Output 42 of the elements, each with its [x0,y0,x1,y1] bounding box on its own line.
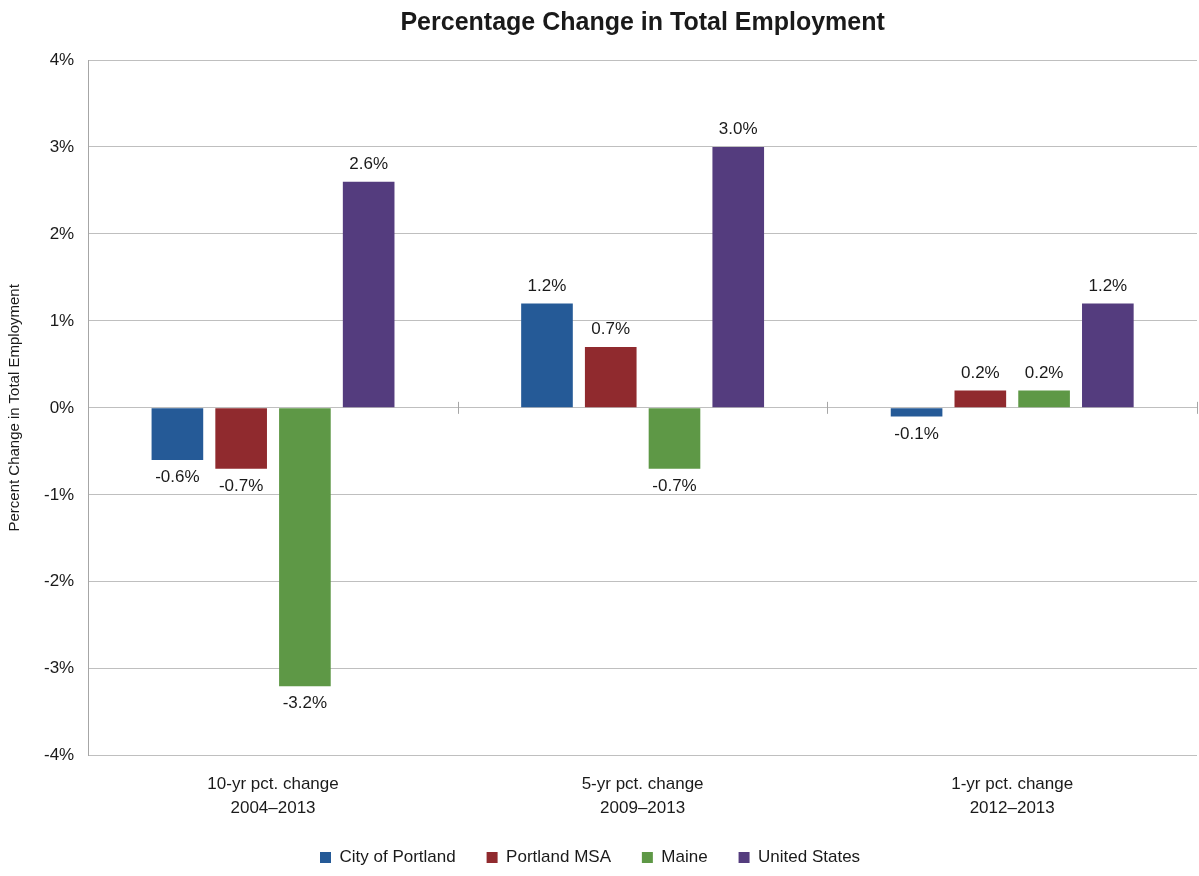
y-tick-label: 3% [49,136,75,156]
bar [712,146,765,408]
data-label: 0.2% [1024,362,1064,382]
bar [279,408,331,687]
data-label: 3.0% [718,119,758,139]
bar [954,390,1007,408]
y-tick-label: -3% [44,658,75,678]
bar [584,346,637,408]
y-tick-label: 0% [49,397,75,417]
data-label: 2.6% [349,153,389,173]
legend-label: Portland MSA [506,847,629,867]
bar [648,408,701,469]
y-axis-title: Percent Change in Total Employment [5,283,23,532]
data-label: 0.2% [960,362,1000,382]
bar [521,303,573,408]
legend-label: United States [758,847,880,867]
data-label: 1.2% [527,275,567,295]
data-label: -3.2% [282,693,328,713]
bar [1082,303,1134,408]
bar [890,408,943,417]
y-tick-label: 2% [49,223,75,243]
y-tick-label: -2% [44,571,75,591]
y-tick-label: 1% [49,310,75,330]
legend-label: City of Portland [339,847,475,867]
y-tick-label: -4% [44,745,75,765]
data-label: -0.6% [155,467,200,487]
data-label: 1.2% [1088,275,1128,295]
bar [342,181,395,408]
x-tick-label: 10-yr pct. change 2004–2013 [207,773,339,818]
data-label: -0.1% [894,423,939,443]
y-tick-label: 4% [49,49,75,69]
y-tick-label: -1% [44,484,75,504]
bar [151,408,204,461]
chart-title: Percentage Change in Total Employment [400,6,886,35]
x-tick-label: 1-yr pct. change 2012–2013 [951,773,1074,818]
data-label: 0.7% [591,319,631,339]
bar [1018,390,1070,408]
data-label: -0.7% [652,475,697,495]
legend-label: Maine [661,847,727,867]
x-tick-label: 5-yr pct. change 2009–2013 [581,773,704,818]
bar [215,408,267,469]
data-label: -0.7% [218,475,264,495]
